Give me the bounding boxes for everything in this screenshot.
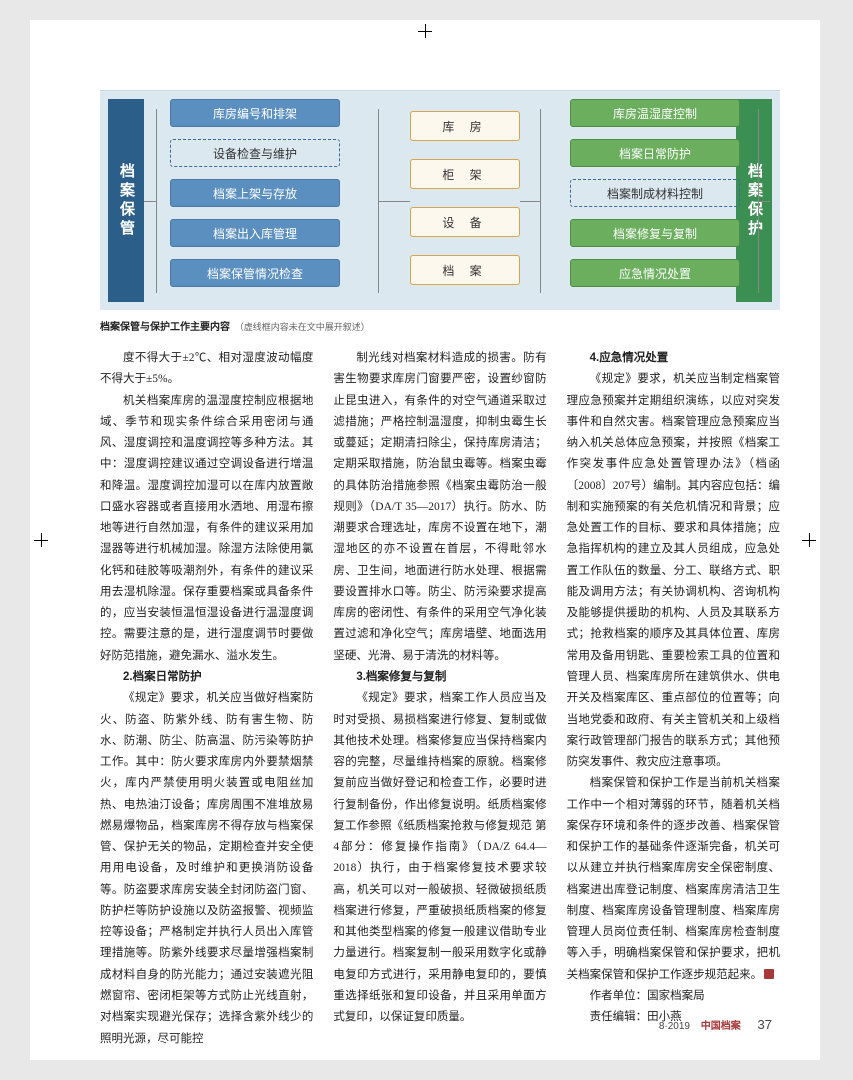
right-box-4: 应急情况处置 <box>570 259 740 287</box>
c3-h1: 4.应急情况处置 <box>567 348 780 369</box>
c1-p2: 机关档案库房的温湿度控制应根据地域、季节和现实条件综合采用密闭与通风、湿度调控和… <box>100 391 313 667</box>
center-box-2: 设 备 <box>410 207 520 237</box>
c3-p1: 《规定》要求，机关应当制定档案管理应急预案并定期组织演练，以应对突发事件和自然灾… <box>567 369 780 773</box>
left-box-0: 库房编号和排架 <box>170 99 340 127</box>
c3-p2: 档案保管和保护工作是当前机关档案工作中一个相对薄弱的环节，随着机关档案保存环境和… <box>567 773 780 986</box>
c2-p1: 制光线对档案材料造成的损害。防有害生物要求库房门窗要严密，设置纱窗防止昆虫进入，… <box>333 348 546 667</box>
column-2: 制光线对档案材料造成的损害。防有害生物要求库房门窗要严密，设置纱窗防止昆虫进入，… <box>333 348 546 1050</box>
left-box-1: 设备检查与维护 <box>170 139 340 167</box>
connector <box>520 201 540 202</box>
center-box-0: 库 房 <box>410 111 520 141</box>
c2-h1: 3.档案修复与复制 <box>333 667 546 688</box>
left-box-2: 档案上架与存放 <box>170 179 340 207</box>
author-unit-line: 作者单位：国家档案局 <box>567 986 780 1007</box>
center-box-1: 柜 架 <box>410 159 520 189</box>
center-box-3: 档 案 <box>410 255 520 285</box>
crop-mark-left <box>34 533 48 547</box>
footer-page-no: 37 <box>758 1017 772 1032</box>
caption-main: 档案保管与保护工作主要内容 <box>100 322 230 333</box>
connector <box>378 201 410 202</box>
c1-p1: 度不得大于±2℃、相对湿度波动幅度不得大于±5%。 <box>100 348 313 391</box>
connector <box>758 201 770 202</box>
end-mark-icon <box>764 969 774 979</box>
c2-p2: 《规定》要求，档案工作人员应当及时对受损、易损档案进行修复、复制或做其他技术处理… <box>333 688 546 1028</box>
column-1: 度不得大于±2℃、相对湿度波动幅度不得大于±5%。 机关档案库房的温湿度控制应根… <box>100 348 313 1050</box>
flowchart-diagram: 档案保管 档案保护 库房编号和排架 设备检查与维护 档案上架与存放 档案出入库管… <box>100 90 780 310</box>
footer-issue: 8·2019 <box>659 1021 690 1032</box>
column-3: 4.应急情况处置 《规定》要求，机关应当制定档案管理应急预案并定期组织演练，以应… <box>567 348 780 1050</box>
left-box-3: 档案出入库管理 <box>170 219 340 247</box>
caption-sub: （虚线框内容未在文中展开叙述） <box>235 322 370 332</box>
right-box-1: 档案日常防护 <box>570 139 740 167</box>
page-footer: 8·2019 中国档案 37 <box>659 1017 772 1032</box>
c1-p3: 《规定》要求，机关应当做好档案防火、防盗、防紫外线、防有害生物、防水、防潮、防尘… <box>100 688 313 1050</box>
pillar-left-label: 档案保管 <box>114 163 138 239</box>
page: 档案保管 档案保护 库房编号和排架 设备检查与维护 档案上架与存放 档案出入库管… <box>30 20 820 1060</box>
c1-h1: 2.档案日常防护 <box>100 667 313 688</box>
pillar-left: 档案保管 <box>108 99 144 302</box>
connector <box>540 109 541 293</box>
right-box-2: 档案制成材料控制 <box>570 179 740 207</box>
center-column: 库 房 柜 架 设 备 档 案 <box>410 111 520 303</box>
connector <box>144 201 156 202</box>
left-box-4: 档案保管情况检查 <box>170 259 340 287</box>
article-body: 度不得大于±2℃、相对湿度波动幅度不得大于±5%。 机关档案库房的温湿度控制应根… <box>100 348 780 1050</box>
left-column: 库房编号和排架 设备检查与维护 档案上架与存放 档案出入库管理 档案保管情况检查 <box>170 99 340 299</box>
right-column: 库房温湿度控制 档案日常防护 档案制成材料控制 档案修复与复制 应急情况处置 <box>570 99 740 299</box>
crop-mark-top <box>418 24 432 38</box>
footer-magazine: 中国档案 <box>701 1021 741 1032</box>
diagram-caption: 档案保管与保护工作主要内容 （虚线框内容未在文中展开叙述） <box>100 318 370 333</box>
crop-mark-right <box>802 533 816 547</box>
right-box-3: 档案修复与复制 <box>570 219 740 247</box>
right-box-0: 库房温湿度控制 <box>570 99 740 127</box>
connector <box>156 109 157 293</box>
